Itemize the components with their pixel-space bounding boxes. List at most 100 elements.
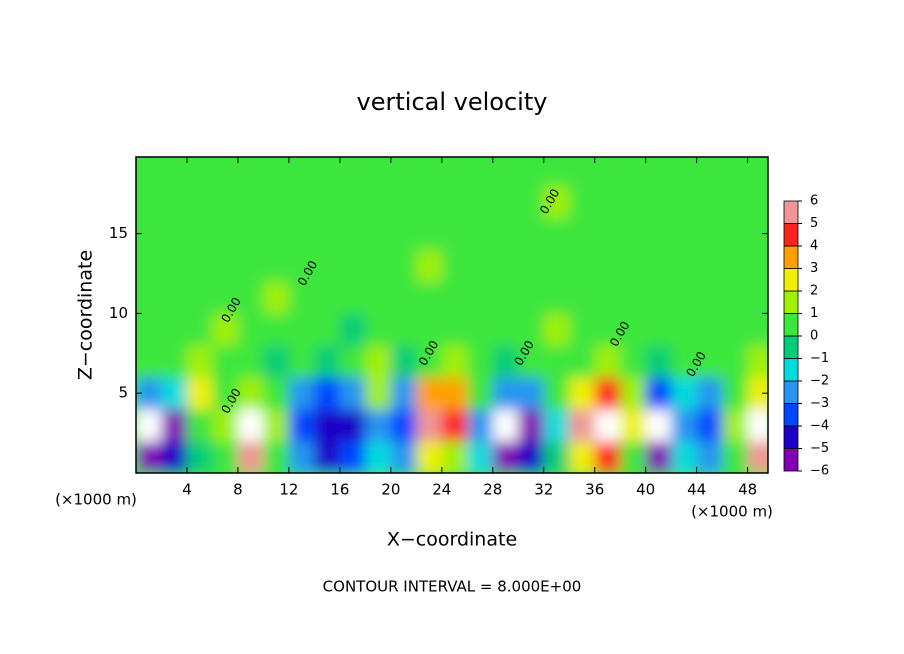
- field-cell: [314, 157, 341, 187]
- field-cell: [365, 217, 392, 251]
- field-cell: [467, 281, 494, 314]
- field-cell: [186, 185, 213, 219]
- field-cell: [161, 441, 188, 473]
- x-tick-label: 32: [534, 481, 553, 499]
- field-cell: [543, 281, 570, 314]
- field-cell: [569, 377, 596, 410]
- field-cell: [390, 249, 417, 282]
- field-cell: [747, 217, 768, 251]
- x-tick-label: 8: [233, 481, 243, 499]
- field-cell: [186, 217, 213, 251]
- field-cell: [136, 249, 162, 282]
- field-cell: [620, 441, 647, 473]
- field-cell: [161, 345, 188, 378]
- field-cell: [747, 345, 768, 378]
- field-cell: [492, 217, 519, 251]
- field-cell: [314, 249, 341, 282]
- field-cell: [543, 345, 570, 378]
- field-cell: [365, 313, 392, 346]
- colorbar-tick-label: −6: [810, 464, 829, 479]
- field-cell: [569, 185, 596, 219]
- field-cell: [543, 441, 570, 473]
- field-cell: [263, 217, 290, 251]
- field-cell: [467, 249, 494, 282]
- field-cell: [722, 249, 749, 282]
- field-cell: [747, 281, 768, 314]
- field-cell: [161, 313, 188, 346]
- field-cell: [569, 409, 596, 442]
- field-cell: [645, 313, 672, 346]
- field-cell: [543, 157, 570, 187]
- field-cell: [645, 377, 672, 410]
- field-cell: [416, 441, 443, 473]
- field-cell: [390, 157, 417, 187]
- field-cell: [747, 157, 768, 187]
- field-cell: [492, 345, 519, 378]
- colorbar-tick-label: 3: [810, 261, 818, 276]
- field-cell: [186, 281, 213, 314]
- field-cell: [136, 345, 162, 378]
- colorbar-swatch: [783, 290, 799, 314]
- field-cell: [594, 409, 621, 442]
- field-cell: [288, 157, 315, 187]
- field-cell: [263, 409, 290, 442]
- field-cell: [339, 249, 366, 282]
- field-cell: [339, 441, 366, 473]
- field-cell: [543, 249, 570, 282]
- field-cell: [722, 157, 749, 187]
- field-cell: [594, 441, 621, 473]
- field-cell: [390, 185, 417, 219]
- field-cell: [314, 313, 341, 346]
- colorbar-swatch: [783, 245, 799, 269]
- field-cell: [263, 377, 290, 410]
- field-cell: [365, 409, 392, 442]
- field-cell: [722, 281, 749, 314]
- field-cell: [441, 377, 468, 410]
- x-axis-label: X−coordinate: [387, 529, 517, 551]
- y-tick-label: 10: [109, 304, 128, 322]
- field-cell: [186, 313, 213, 346]
- field-cell: [518, 185, 545, 219]
- colorbar-tick-label: −4: [810, 419, 829, 434]
- y-tick-label: 15: [109, 224, 128, 242]
- field-cell: [416, 157, 443, 187]
- field-cell: [416, 281, 443, 314]
- field-cell: [671, 441, 698, 473]
- field-cell: [365, 281, 392, 314]
- x-tick-label: 24: [432, 481, 451, 499]
- field-cell: [314, 441, 341, 473]
- field-cell: [339, 313, 366, 346]
- field-cell: [365, 345, 392, 378]
- field-cell: [492, 157, 519, 187]
- field-cell: [671, 185, 698, 219]
- field-cell: [237, 313, 264, 346]
- field-cell: [186, 441, 213, 473]
- field-cell: [543, 377, 570, 410]
- field-cell: [620, 217, 647, 251]
- field-cell: [365, 377, 392, 410]
- field-cell: [620, 345, 647, 378]
- colorbar-tick-label: −2: [810, 374, 829, 389]
- field-cell: [467, 377, 494, 410]
- field-cell: [645, 185, 672, 219]
- field-cell: [390, 281, 417, 314]
- x-tick-label: 20: [381, 481, 400, 499]
- field-cell: [543, 217, 570, 251]
- field-cell: [441, 185, 468, 219]
- field-cell: [467, 157, 494, 187]
- x-tick-label: 4: [182, 481, 192, 499]
- field-cell: [237, 157, 264, 187]
- field-cell: [441, 217, 468, 251]
- field-cell: [518, 441, 545, 473]
- field-cell: [212, 249, 239, 282]
- field-cell: [594, 377, 621, 410]
- field-cell: [136, 281, 162, 314]
- field-cell: [620, 157, 647, 187]
- field-cell: [186, 345, 213, 378]
- field-cell: [314, 345, 341, 378]
- field-cell: [492, 281, 519, 314]
- x-unit-label: (×1000 m): [55, 491, 137, 509]
- field-cell: [212, 313, 239, 346]
- field-cell: [620, 377, 647, 410]
